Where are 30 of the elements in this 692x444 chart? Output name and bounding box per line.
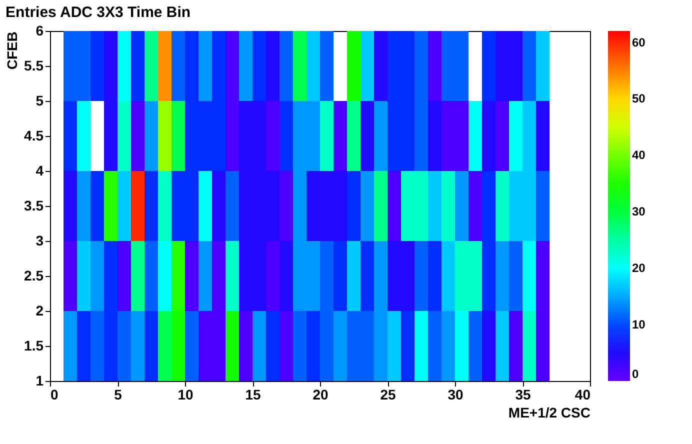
y-tick-label: 5.5 [24,58,44,74]
y-axis-title: CFEB [4,32,20,70]
x-axis-title: ME+1/2 CSC [508,404,590,420]
chart-title: Entries ADC 3X3 Time Bin [6,4,191,21]
x-tick-label: 0 [50,386,58,402]
x-tick-label: 15 [245,386,261,402]
y-tick-label: 2.5 [24,268,44,284]
color-bar-label: 0 [632,367,639,381]
x-tick-label: 20 [312,386,328,402]
x-tick-label: 40 [574,386,591,402]
color-bar-label: 20 [632,261,646,276]
y-tick-label: 1 [36,372,44,388]
x-tick-label: 30 [448,386,464,402]
color-bar-label: 40 [632,148,646,162]
x-tick-label: 5 [114,386,122,402]
x-tick-label: 10 [178,386,194,402]
y-tick-label: 6 [36,22,44,38]
x-tick-label: 35 [515,386,531,402]
x-tick-label: 25 [380,386,396,402]
y-tick-label: 5 [36,92,44,108]
color-bar-label: 10 [632,318,646,332]
y-tick-label: 1.5 [24,338,44,354]
y-tick-label: 4 [36,162,44,178]
color-bar-label: 30 [632,204,646,219]
color-bar-label: 60 [632,35,646,50]
color-bar-label: 50 [632,92,646,106]
y-tick-label: 3 [36,232,44,248]
y-tick-label: 2 [36,302,44,318]
y-tick-label: 3.5 [24,198,44,214]
y-tick-label: 4.5 [24,128,44,144]
